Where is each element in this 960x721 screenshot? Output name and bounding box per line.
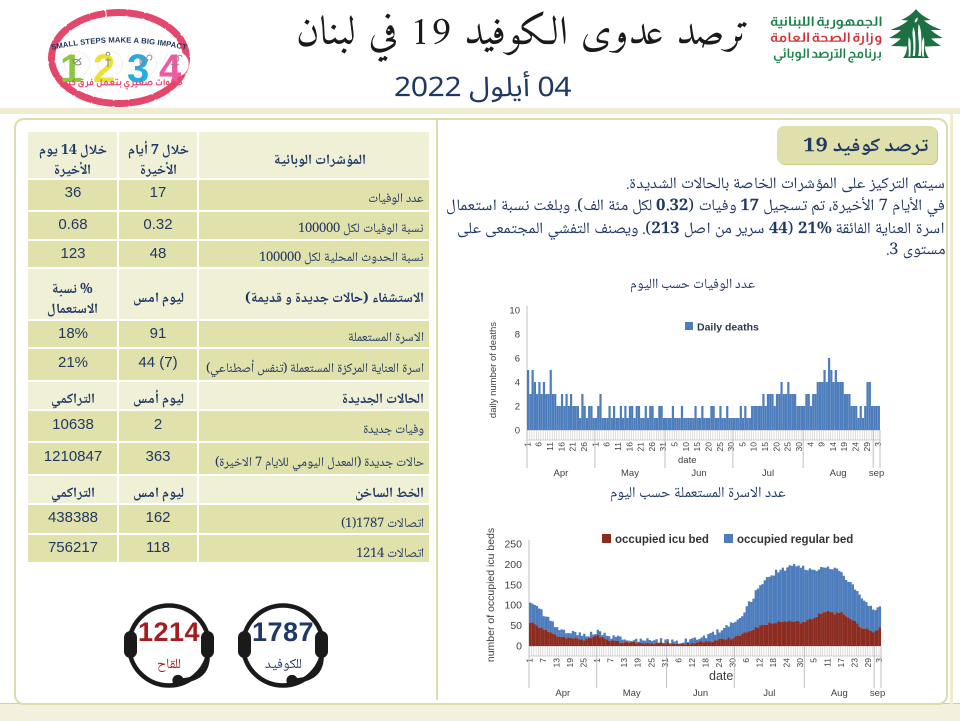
svg-text:date: date bbox=[678, 455, 697, 466]
svg-text:7: 7 bbox=[606, 658, 616, 663]
svg-text:250: 250 bbox=[504, 539, 522, 551]
svg-text:24: 24 bbox=[782, 658, 792, 668]
svg-text:24: 24 bbox=[850, 442, 860, 452]
svg-text:sep: sep bbox=[870, 688, 885, 699]
svg-text:10: 10 bbox=[681, 442, 691, 452]
svg-text:15: 15 bbox=[692, 442, 702, 452]
svg-text:sep: sep bbox=[869, 468, 884, 479]
svg-text:30: 30 bbox=[726, 442, 736, 452]
svg-text:12: 12 bbox=[687, 658, 697, 668]
svg-text:6: 6 bbox=[741, 658, 751, 663]
svg-text:13: 13 bbox=[619, 658, 629, 668]
svg-text:Jul: Jul bbox=[762, 468, 774, 479]
svg-text:5: 5 bbox=[737, 442, 747, 447]
svg-text:5: 5 bbox=[669, 442, 679, 447]
svg-text:10: 10 bbox=[749, 442, 759, 452]
svg-text:6: 6 bbox=[673, 658, 683, 663]
svg-text:25: 25 bbox=[783, 442, 793, 452]
svg-text:Jun: Jun bbox=[691, 468, 706, 479]
svg-text:21: 21 bbox=[636, 442, 646, 452]
svg-text:17: 17 bbox=[836, 658, 846, 668]
svg-text:3: 3 bbox=[873, 442, 883, 447]
svg-text:30: 30 bbox=[795, 658, 805, 668]
svg-text:19: 19 bbox=[839, 442, 849, 452]
svg-text:14: 14 bbox=[828, 442, 838, 452]
svg-text:occupied regular bed: occupied regular bed bbox=[737, 534, 853, 546]
svg-text:11: 11 bbox=[545, 442, 555, 451]
svg-text:19: 19 bbox=[565, 658, 575, 668]
svg-text:200: 200 bbox=[504, 559, 522, 571]
svg-text:18: 18 bbox=[700, 658, 710, 668]
svg-text:Aug: Aug bbox=[831, 688, 848, 699]
svg-text:Apr: Apr bbox=[555, 688, 570, 699]
svg-text:5: 5 bbox=[809, 658, 819, 663]
svg-text:Aug: Aug bbox=[830, 468, 847, 479]
svg-text:15: 15 bbox=[760, 442, 770, 452]
svg-text:25: 25 bbox=[715, 442, 725, 452]
svg-text:number of occupied icu beds: number of occupied icu beds bbox=[485, 528, 497, 662]
svg-text:30: 30 bbox=[794, 442, 804, 452]
svg-text:26: 26 bbox=[579, 442, 589, 452]
svg-text:20: 20 bbox=[771, 442, 781, 452]
svg-text:8: 8 bbox=[515, 330, 520, 341]
svg-text:6: 6 bbox=[534, 442, 544, 447]
svg-text:26: 26 bbox=[647, 442, 657, 452]
svg-text:4: 4 bbox=[805, 442, 815, 447]
svg-text:31: 31 bbox=[660, 658, 670, 668]
svg-text:25: 25 bbox=[579, 658, 589, 668]
svg-text:16: 16 bbox=[556, 442, 566, 452]
svg-text:50: 50 bbox=[510, 620, 522, 632]
svg-text:13: 13 bbox=[551, 658, 561, 668]
svg-text:date: date bbox=[709, 669, 733, 683]
svg-text:21: 21 bbox=[568, 442, 578, 452]
svg-text:6: 6 bbox=[515, 354, 520, 365]
svg-text:12: 12 bbox=[755, 658, 765, 668]
svg-text:Jul: Jul bbox=[763, 688, 775, 699]
svg-text:Jun: Jun bbox=[693, 688, 708, 699]
svg-text:25: 25 bbox=[646, 658, 656, 668]
svg-text:11: 11 bbox=[822, 658, 832, 667]
svg-text:18: 18 bbox=[768, 658, 778, 668]
svg-text:4: 4 bbox=[515, 378, 520, 389]
svg-text:10: 10 bbox=[509, 306, 520, 317]
svg-text:2: 2 bbox=[515, 402, 520, 413]
svg-text:11: 11 bbox=[613, 442, 623, 451]
svg-text:3: 3 bbox=[874, 658, 884, 663]
svg-text:6: 6 bbox=[602, 442, 612, 447]
svg-text:daily number of deaths: daily number of deaths bbox=[488, 322, 499, 418]
svg-text:150: 150 bbox=[504, 579, 522, 591]
svg-text:7: 7 bbox=[538, 658, 548, 663]
svg-text:30: 30 bbox=[727, 658, 737, 668]
svg-text:31: 31 bbox=[658, 442, 668, 452]
svg-text:0: 0 bbox=[515, 426, 520, 437]
svg-text:0: 0 bbox=[516, 641, 522, 653]
svg-text:16: 16 bbox=[624, 442, 634, 452]
svg-text:occupied icu bed: occupied icu bed bbox=[615, 534, 709, 546]
svg-text:24: 24 bbox=[714, 658, 724, 668]
svg-text:100: 100 bbox=[504, 600, 522, 612]
svg-text:Daily deaths: Daily deaths bbox=[697, 322, 759, 334]
svg-text:23: 23 bbox=[849, 658, 859, 668]
svg-text:29: 29 bbox=[862, 442, 872, 452]
svg-text:20: 20 bbox=[703, 442, 713, 452]
svg-text:Apr: Apr bbox=[554, 468, 569, 479]
svg-text:9: 9 bbox=[817, 442, 827, 447]
svg-text:29: 29 bbox=[863, 658, 873, 668]
svg-text:19: 19 bbox=[633, 658, 643, 668]
svg-text:May: May bbox=[623, 688, 641, 699]
svg-text:May: May bbox=[621, 468, 639, 479]
